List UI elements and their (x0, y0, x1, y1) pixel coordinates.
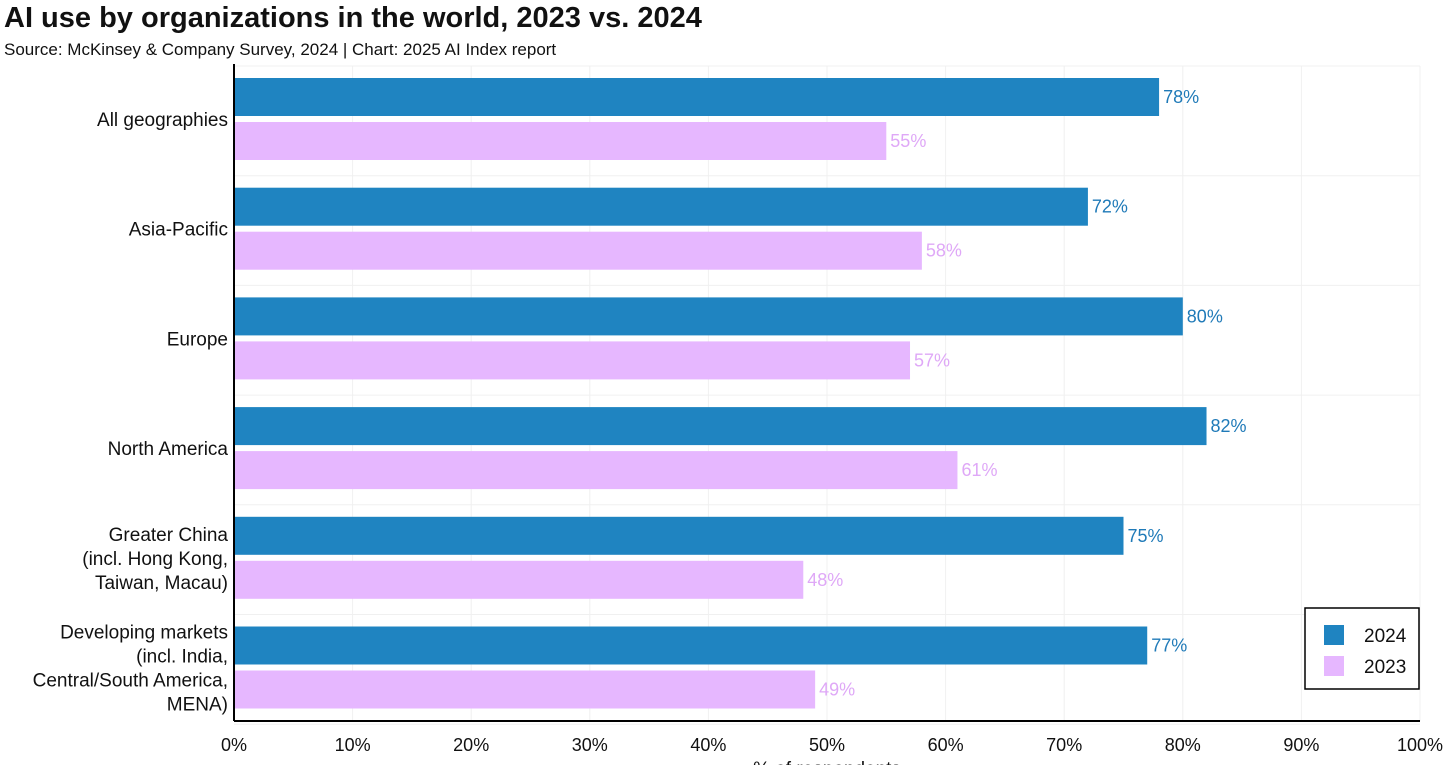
category-label-line: Greater China (109, 525, 229, 546)
bar-2023 (234, 341, 911, 380)
bar-2024 (234, 187, 1088, 226)
category-label: Europe (167, 329, 228, 350)
data-label-2023: 48% (807, 570, 843, 590)
x-tick-label: 80% (1165, 735, 1201, 755)
x-axis-title: % of respondents (753, 759, 901, 765)
bar-2024 (234, 78, 1160, 116)
bar-2024 (234, 297, 1183, 336)
data-label-2023: 61% (961, 460, 997, 480)
category-label: All geographies (97, 110, 228, 131)
x-tick-label: 0% (221, 735, 247, 755)
x-tick-label: 10% (335, 735, 371, 755)
legend-label-2023: 2023 (1364, 657, 1406, 678)
bar-2023 (234, 560, 804, 599)
x-tick-label: 50% (809, 735, 845, 755)
category-label: Asia-Pacific (129, 220, 228, 241)
chart-subtitle: Source: McKinsey & Company Survey, 2024 … (4, 40, 557, 59)
data-label-2023: 57% (914, 350, 950, 370)
bar-2024 (234, 516, 1124, 555)
category-label-line: (incl. India, (136, 647, 228, 668)
data-label-2024: 75% (1128, 526, 1164, 546)
bar-2024 (234, 407, 1207, 446)
category-label-line: Asia-Pacific (129, 220, 228, 241)
data-label-2024: 82% (1211, 416, 1247, 436)
bar-2023 (234, 670, 816, 709)
data-label-2024: 80% (1187, 306, 1223, 326)
x-tick-label: 100% (1397, 735, 1443, 755)
category-label: Developing markets (incl. India, Central/S… (33, 623, 228, 716)
bar-2024 (234, 626, 1148, 665)
category-label-line: North America (108, 439, 229, 460)
legend-swatch-2024 (1324, 625, 1344, 645)
data-label-2023: 55% (890, 131, 926, 151)
legend-label-2024: 2024 (1364, 626, 1407, 647)
x-tick-label: 60% (928, 735, 964, 755)
bar-2023 (234, 122, 887, 160)
category-label-line: (incl. Hong Kong, (82, 549, 228, 570)
data-label-2024: 77% (1151, 636, 1187, 656)
category-label-line: Europe (167, 329, 228, 350)
x-tick-label: 30% (572, 735, 608, 755)
data-label-2023: 49% (819, 680, 855, 700)
category-label-line: MENA) (167, 695, 228, 716)
data-label-2024: 78% (1163, 87, 1199, 107)
x-tick-label: 70% (1046, 735, 1082, 755)
category-label-line: Central/South America, (33, 671, 228, 692)
category-label-line: Developing markets (60, 623, 228, 644)
legend-swatch-2023 (1324, 656, 1344, 676)
x-tick-label: 90% (1283, 735, 1319, 755)
bar-2023 (234, 231, 922, 270)
data-label-2024: 72% (1092, 197, 1128, 217)
category-label: North America (108, 439, 229, 460)
x-tick-label: 20% (453, 735, 489, 755)
category-label-line: Taiwan, Macau) (95, 573, 228, 594)
category-label-line: All geographies (97, 110, 228, 131)
data-label-2023: 58% (926, 241, 962, 261)
chart-title: AI use by organizations in the world, 20… (4, 2, 702, 34)
bar-2023 (234, 451, 958, 490)
x-tick-label: 40% (690, 735, 726, 755)
category-label: Greater China (incl. Hong Kong, Taiwan, Ma… (82, 525, 228, 594)
